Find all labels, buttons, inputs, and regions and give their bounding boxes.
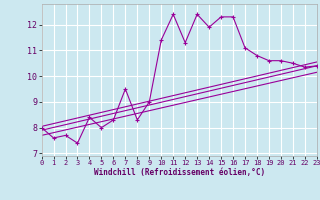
X-axis label: Windchill (Refroidissement éolien,°C): Windchill (Refroidissement éolien,°C) <box>94 168 265 177</box>
